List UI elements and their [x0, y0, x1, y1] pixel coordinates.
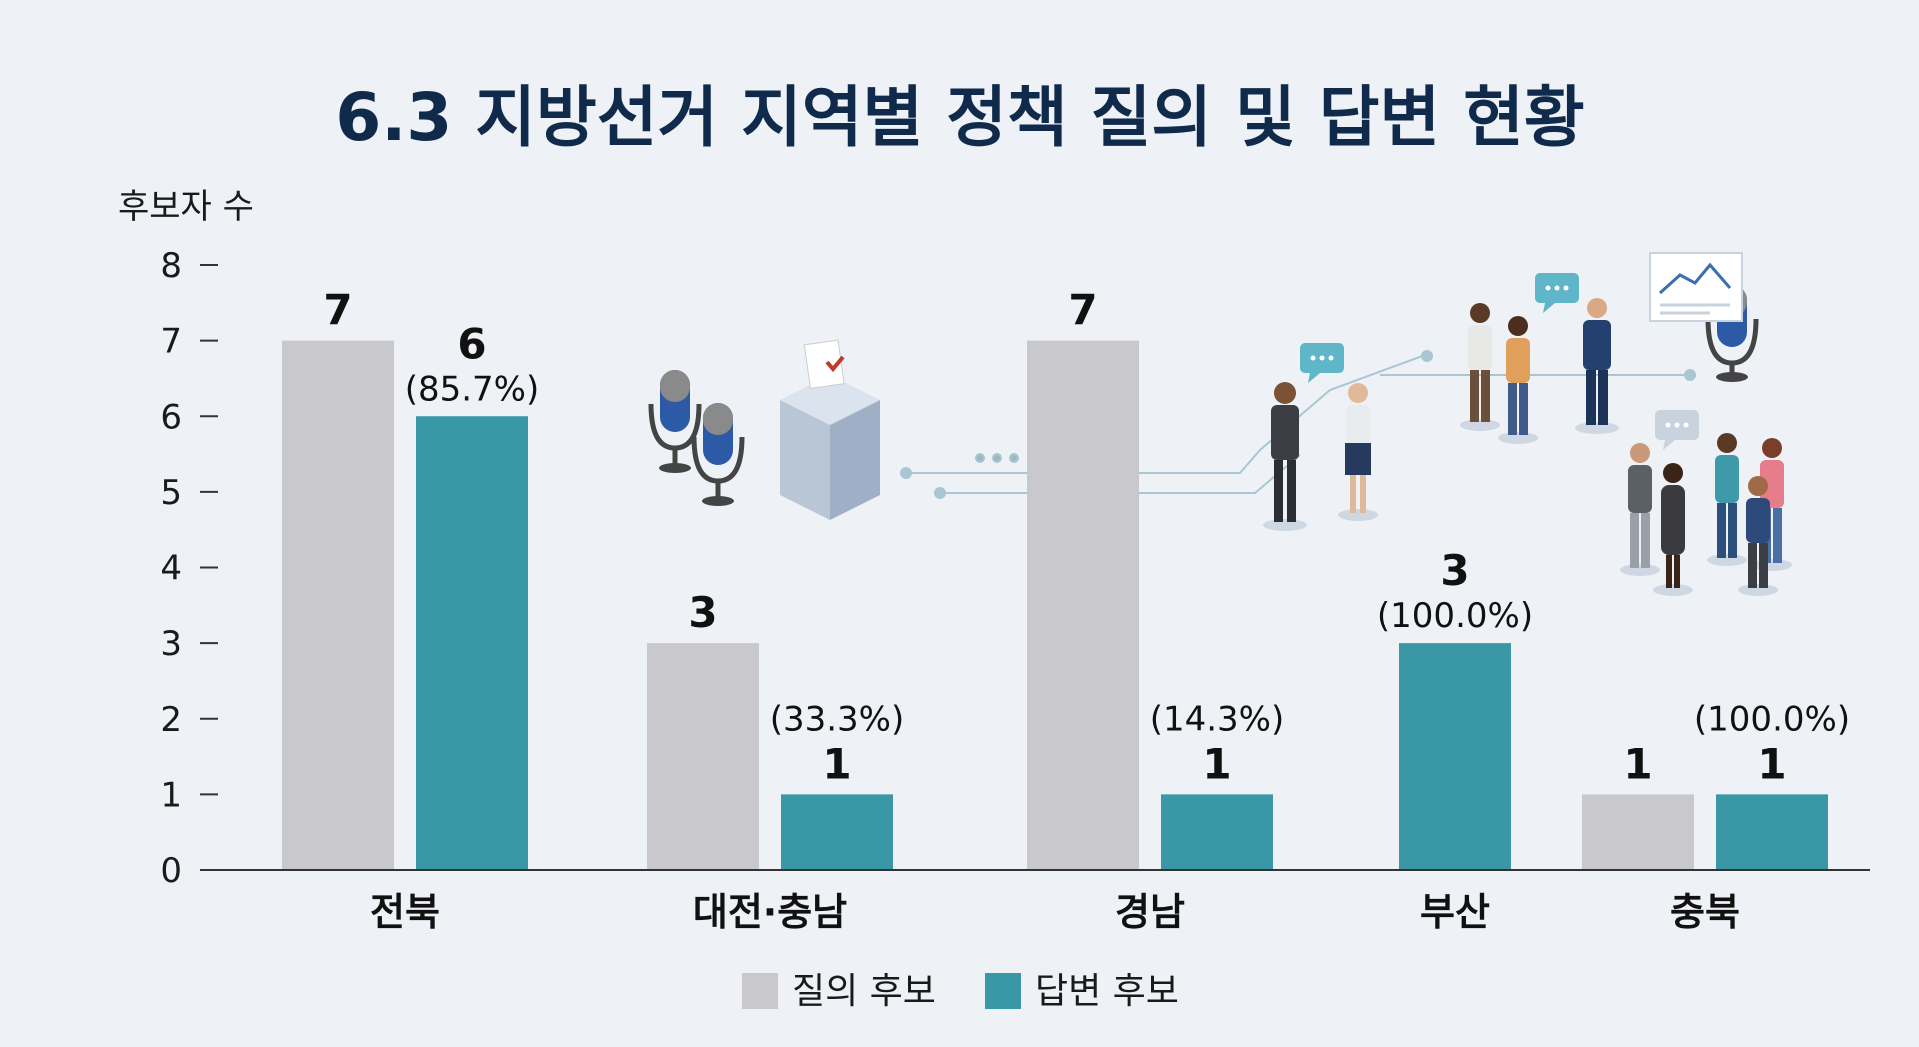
data-label-answer-pct: (100.0%)	[1377, 596, 1533, 636]
microphone-icon	[691, 403, 745, 506]
data-label-answer-pct: (85.7%)	[405, 369, 540, 409]
legend-swatch	[742, 973, 778, 1009]
y-tick-label: 5	[160, 473, 182, 513]
y-tick-label: 2	[160, 700, 182, 740]
people-discussion-icon	[1263, 298, 1792, 596]
ballot-box-icon	[780, 339, 880, 520]
data-label-question: 3	[688, 588, 717, 637]
illustration	[648, 252, 1792, 596]
y-tick-label: 6	[160, 397, 182, 437]
data-label-answer: 1	[1757, 739, 1786, 788]
bar-answer	[1399, 643, 1511, 870]
x-tick-label: 경남	[1115, 890, 1185, 934]
data-label-question: 1	[1623, 739, 1652, 788]
data-label-answer: 1	[822, 739, 851, 788]
legend-label: 답변 후보	[1035, 971, 1179, 1012]
data-label-answer-pct: (100.0%)	[1694, 699, 1850, 739]
data-label-answer: 6	[457, 319, 486, 368]
microphone-icon	[648, 370, 702, 473]
y-tick-label: 3	[160, 624, 182, 664]
data-label-answer-pct: (33.3%)	[770, 699, 905, 739]
y-tick-label: 1	[160, 775, 182, 815]
y-tick-label: 7	[160, 322, 182, 362]
y-axis-label: 후보자 수	[118, 187, 254, 227]
x-tick-label: 충북	[1670, 890, 1740, 934]
data-label-answer: 3	[1440, 546, 1469, 595]
data-label-question: 7	[323, 286, 352, 335]
bars: 76(85.7%)31(33.3%)71(14.3%)3(100.0%)1 1(1…	[282, 286, 1850, 870]
x-tick-label: 전북	[370, 890, 440, 934]
speech-bubble-icon	[1655, 410, 1699, 450]
y-tick-label: 0	[160, 851, 182, 891]
y-axis: 0 1 2 3 4 5 6 7 8	[160, 246, 218, 891]
bar-question	[647, 643, 759, 870]
y-tick-label: 8	[160, 246, 182, 286]
bar-question	[1027, 340, 1139, 870]
bar-answer	[781, 794, 893, 870]
data-label-question: 7	[1068, 286, 1097, 335]
legend: 질의 후보 답변 후보	[742, 971, 1179, 1012]
bar-question	[282, 340, 394, 870]
chart-title: 6.3 지방선거 지역별 정책 질의 및 답변 현황	[335, 79, 1584, 156]
y-tick-label: 4	[160, 549, 182, 589]
bar-answer	[1161, 794, 1273, 870]
legend-swatch	[985, 973, 1021, 1009]
bar-question	[1582, 794, 1694, 870]
bar-answer	[1716, 794, 1828, 870]
x-axis: 전북 대전·충남 경남 부산 충북	[200, 869, 1870, 934]
x-tick-label: 부산	[1420, 890, 1490, 934]
speech-bubble-icon	[1300, 343, 1344, 383]
bar-answer	[416, 416, 528, 870]
data-label-answer-pct: (14.3%)	[1150, 699, 1285, 739]
x-tick-label: 대전·충남	[693, 890, 847, 934]
presentation-board-icon	[1649, 252, 1743, 322]
speech-bubble-icon	[1535, 273, 1579, 313]
legend-label: 질의 후보	[792, 971, 936, 1012]
data-label-answer: 1	[1202, 739, 1231, 788]
